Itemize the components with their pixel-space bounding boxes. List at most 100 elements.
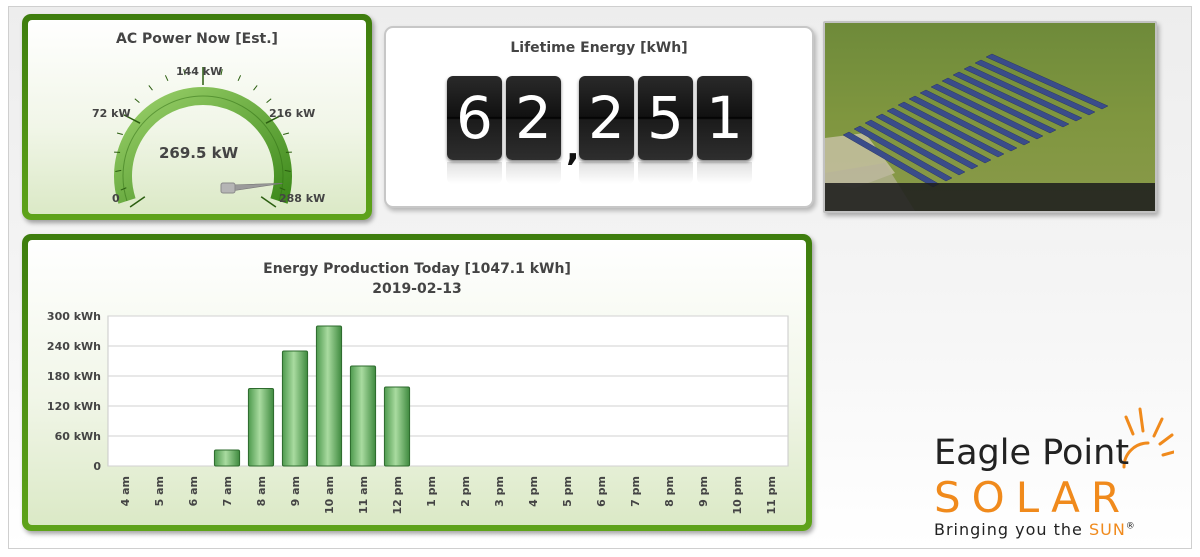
gauge-tick <box>283 132 290 136</box>
solar-panel-row <box>941 77 1057 134</box>
production-chart-body: Energy Production Today [1047.1 kWh] 201… <box>28 240 806 525</box>
odometer-digit-4: 5 <box>638 76 693 160</box>
gauge-label-288: 288 kW <box>279 192 326 205</box>
gauge-tick <box>284 169 291 172</box>
solar-panel-row <box>985 53 1109 110</box>
x-tick-label: 8 pm <box>663 476 676 507</box>
x-tick-label: 11 pm <box>765 476 778 514</box>
x-tick-label: 9 am <box>289 476 302 506</box>
sun-rays-icon <box>1122 407 1174 469</box>
x-tick-label: 6 am <box>187 476 200 506</box>
ac-power-panel-body: AC Power Now [Est.] 0 72 kW 144 kW 216 k… <box>28 20 366 214</box>
gauge-tick <box>279 187 286 191</box>
odometer-reflection <box>638 162 693 184</box>
odometer-separator: , <box>566 128 580 169</box>
bar <box>349 365 377 467</box>
gauge-tick <box>129 196 146 208</box>
company-logo: Eagle Point SOLAR Bringing you the SUN® <box>928 405 1188 545</box>
gauge-tick <box>120 187 127 191</box>
solar-field-photo <box>823 21 1157 213</box>
ac-power-title: AC Power Now [Est.] <box>116 31 278 47</box>
gauge-needle <box>220 182 283 194</box>
y-tick-label: 120 kWh <box>47 400 101 413</box>
solar-panel-rows <box>842 53 1109 188</box>
solar-panel-row <box>952 71 1070 128</box>
odometer-reflection <box>506 162 561 184</box>
plot-area <box>107 315 789 467</box>
x-tick-label: 12 pm <box>391 476 404 514</box>
bar <box>247 388 275 467</box>
gauge-tick <box>116 132 123 136</box>
gauge-ticks <box>114 67 292 208</box>
lifetime-energy-title: Lifetime Energy [kWh] <box>510 40 688 56</box>
y-tick-label: 60 kWh <box>55 430 101 443</box>
y-tick-label: 300 kWh <box>47 310 101 323</box>
x-tick-label: 11 am <box>357 476 370 514</box>
x-tick-label: 2 pm <box>459 476 472 507</box>
solar-panel-row <box>864 119 966 176</box>
solar-panel-row <box>974 59 1096 116</box>
gauge-tick <box>266 98 272 104</box>
gauge-label-144: 144 kW <box>176 65 223 78</box>
solar-panel-row <box>963 65 1083 122</box>
bar <box>213 449 241 467</box>
bar <box>383 386 411 467</box>
x-tick-label: 1 pm <box>425 476 438 507</box>
logo-tagline-sun: SUN <box>1088 520 1126 539</box>
solar-field-image <box>825 23 1155 211</box>
logo-tagline: Bringing you the SUN® <box>934 520 1136 539</box>
solar-panel-row <box>875 113 979 170</box>
odometer-digit-3: 2 <box>579 76 634 160</box>
odometer-reflection <box>447 162 502 184</box>
x-tick-label: 7 pm <box>629 476 642 507</box>
x-tick-label: 4 pm <box>527 476 540 507</box>
gauge-label-216: 216 kW <box>269 107 316 120</box>
x-tick-label: 6 pm <box>595 476 608 507</box>
gauge-label-72: 72 kW <box>92 107 131 120</box>
odometer-digit-2: 2 <box>506 76 561 160</box>
solar-panel-row <box>853 125 953 182</box>
gauge-tick <box>123 114 141 124</box>
gauge-tick <box>260 196 277 208</box>
solar-panel-row <box>886 107 992 164</box>
logo-line-1: Eagle Point <box>934 433 1130 473</box>
production-bar-chart: 0 60 kWh 120 kWh 180 kWh 240 kWh 300 kWh 4 am 5… <box>47 310 789 514</box>
power-gauge <box>114 67 292 208</box>
chart-title: Energy Production Today [1047.1 kWh] <box>263 261 571 277</box>
gauge-needle-hub <box>220 182 236 194</box>
y-tick-label: 180 kWh <box>47 370 101 383</box>
solar-panel-row <box>919 89 1031 146</box>
gauge-arc-edge <box>122 95 284 202</box>
solar-panel-row <box>897 101 1005 158</box>
y-tick-label: 0 <box>93 460 101 473</box>
x-tick-label: 5 pm <box>561 476 574 507</box>
gauge-tick <box>148 85 153 91</box>
odometer-digit-5: 1 <box>697 76 752 160</box>
logo-line-2: SOLAR <box>934 473 1131 522</box>
gauge-tick <box>237 75 242 81</box>
x-tick-label: 4 am <box>119 476 132 506</box>
x-tick-label: 10 pm <box>731 476 744 514</box>
solar-panel-row <box>908 95 1018 152</box>
gauge-tick <box>253 85 258 91</box>
x-tick-label: 10 am <box>323 476 336 514</box>
odometer-reflection <box>697 162 752 184</box>
chart-subtitle: 2019-02-13 <box>372 281 462 297</box>
gauge-tick <box>115 169 122 172</box>
odometer-digit-1: 6 <box>447 76 502 160</box>
bar <box>281 350 309 467</box>
production-chart-panel: Energy Production Today [1047.1 kWh] 201… <box>22 234 812 531</box>
gauge-tick <box>134 98 140 104</box>
lifetime-energy-panel: Lifetime Energy [kWh] 6 2 , 2 5 1 <box>384 26 814 208</box>
logo-registered-mark: ® <box>1125 521 1136 532</box>
x-tick-label: 9 pm <box>697 476 710 507</box>
x-tick-label: 3 pm <box>493 476 506 507</box>
gauge-tick <box>265 114 283 124</box>
gauge-tick <box>164 75 169 81</box>
odometer-reflection <box>579 162 634 184</box>
x-tick-label: 5 am <box>153 476 166 506</box>
bar <box>315 325 343 467</box>
logo-tagline-start: Bringing you the <box>934 520 1089 539</box>
x-tick-label: 7 am <box>221 476 234 506</box>
gauge-tick <box>183 69 186 76</box>
